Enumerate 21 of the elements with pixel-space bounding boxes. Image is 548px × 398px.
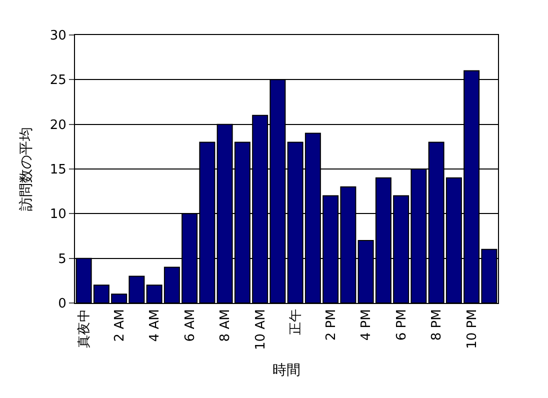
x-tick-label: 6 PM bbox=[394, 309, 410, 341]
x-tick-label: 6 AM bbox=[182, 309, 198, 342]
x-tick-label: 8 AM bbox=[218, 309, 234, 342]
x-tick-label: 2 AM bbox=[112, 309, 128, 342]
y-tick-label: 30 bbox=[50, 28, 66, 44]
x-tick-label: 正午 bbox=[288, 309, 304, 336]
x-tick-label: 10 PM bbox=[464, 309, 480, 349]
x-tick-label: 10 AM bbox=[253, 309, 268, 350]
y-tick-label: 0 bbox=[58, 296, 66, 312]
x-tick-label: 2 PM bbox=[324, 309, 339, 341]
x-tick-label: 4 AM bbox=[148, 309, 163, 342]
y-tick-label: 25 bbox=[50, 73, 66, 88]
y-tick-label: 5 bbox=[58, 252, 66, 267]
y-tick-label: 10 bbox=[50, 207, 66, 222]
y-axis-title: 訪問数の平均 bbox=[18, 127, 34, 211]
x-tick-label: 真夜中 bbox=[76, 309, 92, 348]
x-tick-label: 4 PM bbox=[359, 309, 374, 341]
y-tick-label: 15 bbox=[50, 162, 66, 178]
x-tick-label: 8 PM bbox=[430, 309, 445, 341]
y-tick-label: 20 bbox=[50, 118, 66, 133]
x-axis-title: 時間 bbox=[272, 362, 300, 378]
